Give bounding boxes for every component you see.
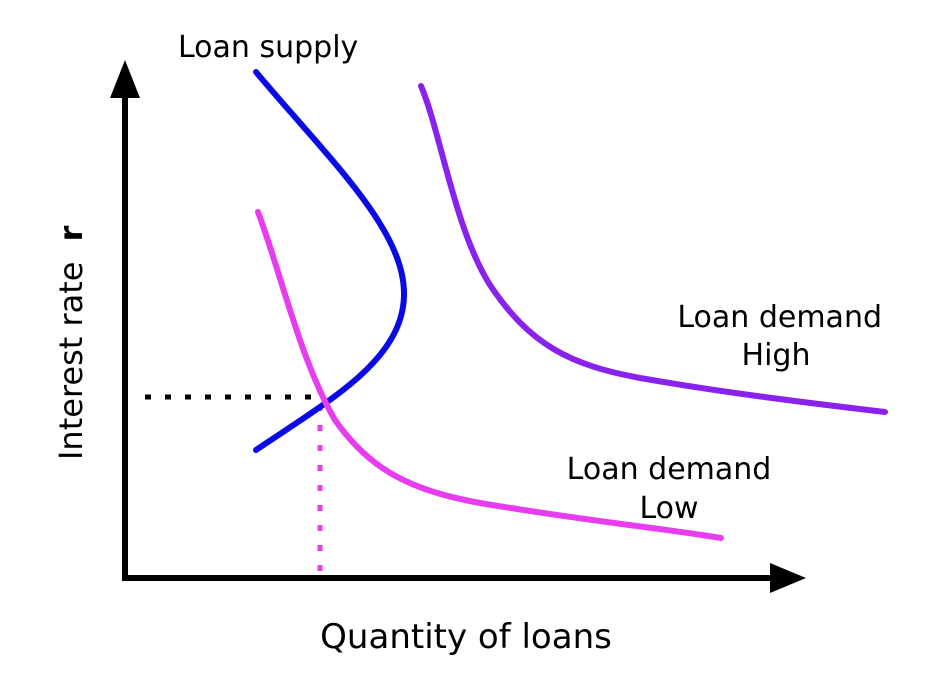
y-axis-label: Interest rate r	[52, 225, 90, 460]
y-axis-symbol: r	[52, 225, 90, 241]
x-axis-label: Quantity of loans	[320, 617, 612, 657]
x-axis-arrowhead	[770, 563, 806, 593]
loan-demand-high-label-line1: Loan demand	[677, 300, 882, 335]
y-axis-label-text: Interest rate	[52, 262, 90, 460]
loan-supply-label: Loan supply	[178, 30, 358, 65]
loan-supply-curve	[253, 69, 408, 453]
loan-demand-high-curve	[418, 83, 888, 415]
loan-demand-low-label-line2: Low	[639, 491, 698, 526]
loan-demand-low-curve	[255, 209, 724, 541]
y-axis-arrowhead	[110, 60, 140, 98]
loan-demand-low-label-line1: Loan demand	[567, 452, 772, 487]
loan-demand-high-label-line2: High	[742, 338, 811, 373]
